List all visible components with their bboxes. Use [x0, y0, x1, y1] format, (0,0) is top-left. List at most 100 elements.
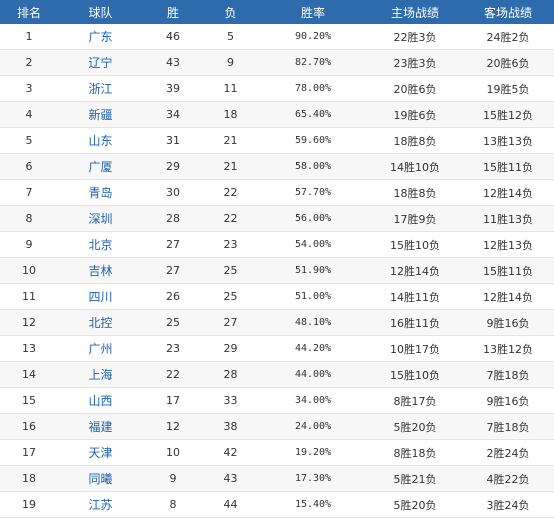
team-link[interactable]: 辽宁	[88, 56, 113, 70]
losses-cell: 11	[203, 75, 258, 102]
wins-cell: 17	[143, 387, 203, 414]
team-link[interactable]: 四川	[88, 290, 113, 304]
team-link[interactable]: 北控	[88, 316, 113, 330]
win-pct-cell: 34.00%	[258, 387, 368, 414]
team-link[interactable]: 天津	[88, 446, 113, 460]
home-record-cell: 8胜18负	[368, 439, 462, 466]
table-row: 1 广东 46 5 90.20% 22胜3负 24胜2负	[0, 24, 554, 50]
losses-cell: 9	[203, 49, 258, 76]
table-row: 2 辽宁 43 9 82.70% 23胜3负 20胜6负	[0, 49, 554, 76]
team-link[interactable]: 北京	[88, 238, 113, 252]
losses-cell: 22	[203, 205, 258, 232]
away-record-cell: 19胜5负	[462, 75, 554, 102]
losses-cell: 28	[203, 361, 258, 388]
rank-cell: 13	[0, 335, 58, 362]
home-record-cell: 14胜11负	[368, 283, 462, 310]
team-link[interactable]: 广厦	[88, 160, 113, 174]
rank-cell: 4	[0, 101, 58, 128]
home-record-cell: 12胜14负	[368, 257, 462, 284]
team-cell: 广州	[58, 335, 143, 362]
team-link[interactable]: 新疆	[88, 108, 113, 122]
away-record-cell: 13胜12负	[462, 335, 554, 362]
home-record-cell: 5胜20负	[368, 413, 462, 440]
team-link[interactable]: 山西	[88, 394, 113, 408]
team-link[interactable]: 福建	[88, 420, 113, 434]
rank-cell: 2	[0, 49, 58, 76]
losses-cell: 29	[203, 335, 258, 362]
team-link[interactable]: 吉林	[88, 264, 113, 278]
home-record-cell: 18胜8负	[368, 127, 462, 154]
losses-cell: 21	[203, 127, 258, 154]
away-record-cell: 11胜13负	[462, 205, 554, 232]
team-link[interactable]: 深圳	[88, 212, 113, 226]
team-link[interactable]: 广东	[88, 30, 113, 44]
wins-cell: 22	[143, 361, 203, 388]
team-link[interactable]: 浙江	[88, 82, 113, 96]
win-pct-cell: 65.40%	[258, 101, 368, 128]
home-record-cell: 22胜3负	[368, 24, 462, 50]
win-pct-cell: 58.00%	[258, 153, 368, 180]
home-record-cell: 5胜20负	[368, 491, 462, 518]
header-team: 球队	[58, 0, 143, 24]
wins-cell: 30	[143, 179, 203, 206]
team-cell: 深圳	[58, 205, 143, 232]
away-record-cell: 12胜13负	[462, 231, 554, 258]
home-record-cell: 15胜10负	[368, 361, 462, 388]
header-win-pct: 胜率	[258, 0, 368, 24]
team-link[interactable]: 山东	[88, 134, 113, 148]
wins-cell: 31	[143, 127, 203, 154]
rank-cell: 9	[0, 231, 58, 258]
rank-cell: 18	[0, 465, 58, 492]
team-cell: 同曦	[58, 465, 143, 492]
team-link[interactable]: 广州	[88, 342, 113, 356]
rank-cell: 17	[0, 439, 58, 466]
wins-cell: 9	[143, 465, 203, 492]
away-record-cell: 4胜22负	[462, 465, 554, 492]
team-cell: 北控	[58, 309, 143, 336]
win-pct-cell: 51.90%	[258, 257, 368, 284]
win-pct-cell: 56.00%	[258, 205, 368, 232]
table-row: 9 北京 27 23 54.00% 15胜10负 12胜13负	[0, 231, 554, 258]
team-cell: 广东	[58, 24, 143, 50]
header-home-record: 主场战绩	[368, 0, 462, 24]
rank-cell: 3	[0, 75, 58, 102]
table-row: 11 四川 26 25 51.00% 14胜11负 12胜14负	[0, 283, 554, 310]
losses-cell: 22	[203, 179, 258, 206]
losses-cell: 43	[203, 465, 258, 492]
table-body: 1 广东 46 5 90.20% 22胜3负 24胜2负 2 辽宁 43 9 82.70% 23胜3负 2…	[0, 24, 554, 518]
losses-cell: 21	[203, 153, 258, 180]
table-row: 19 江苏 8 44 15.40% 5胜20负 3胜24负	[0, 491, 554, 518]
wins-cell: 27	[143, 231, 203, 258]
rank-cell: 11	[0, 283, 58, 310]
losses-cell: 42	[203, 439, 258, 466]
team-cell: 福建	[58, 413, 143, 440]
wins-cell: 43	[143, 49, 203, 76]
wins-cell: 8	[143, 491, 203, 518]
away-record-cell: 20胜6负	[462, 49, 554, 76]
header-wins: 胜	[143, 0, 203, 24]
wins-cell: 39	[143, 75, 203, 102]
team-cell: 吉林	[58, 257, 143, 284]
away-record-cell: 9胜16负	[462, 387, 554, 414]
table-row: 13 广州 23 29 44.20% 10胜17负 13胜12负	[0, 335, 554, 362]
wins-cell: 46	[143, 24, 203, 50]
away-record-cell: 15胜12负	[462, 101, 554, 128]
team-link[interactable]: 上海	[88, 368, 113, 382]
team-link[interactable]: 江苏	[88, 498, 113, 512]
table-row: 3 浙江 39 11 78.00% 20胜6负 19胜5负	[0, 75, 554, 102]
win-pct-cell: 24.00%	[258, 413, 368, 440]
home-record-cell: 17胜9负	[368, 205, 462, 232]
wins-cell: 29	[143, 153, 203, 180]
away-record-cell: 12胜14负	[462, 283, 554, 310]
team-cell: 北京	[58, 231, 143, 258]
losses-cell: 44	[203, 491, 258, 518]
team-link[interactable]: 同曦	[88, 472, 113, 486]
team-cell: 浙江	[58, 75, 143, 102]
rank-cell: 7	[0, 179, 58, 206]
team-cell: 辽宁	[58, 49, 143, 76]
table-row: 10 吉林 27 25 51.90% 12胜14负 15胜11负	[0, 257, 554, 284]
team-link[interactable]: 青岛	[88, 186, 113, 200]
losses-cell: 5	[203, 24, 258, 50]
table-row: 17 天津 10 42 19.20% 8胜18负 2胜24负	[0, 439, 554, 466]
